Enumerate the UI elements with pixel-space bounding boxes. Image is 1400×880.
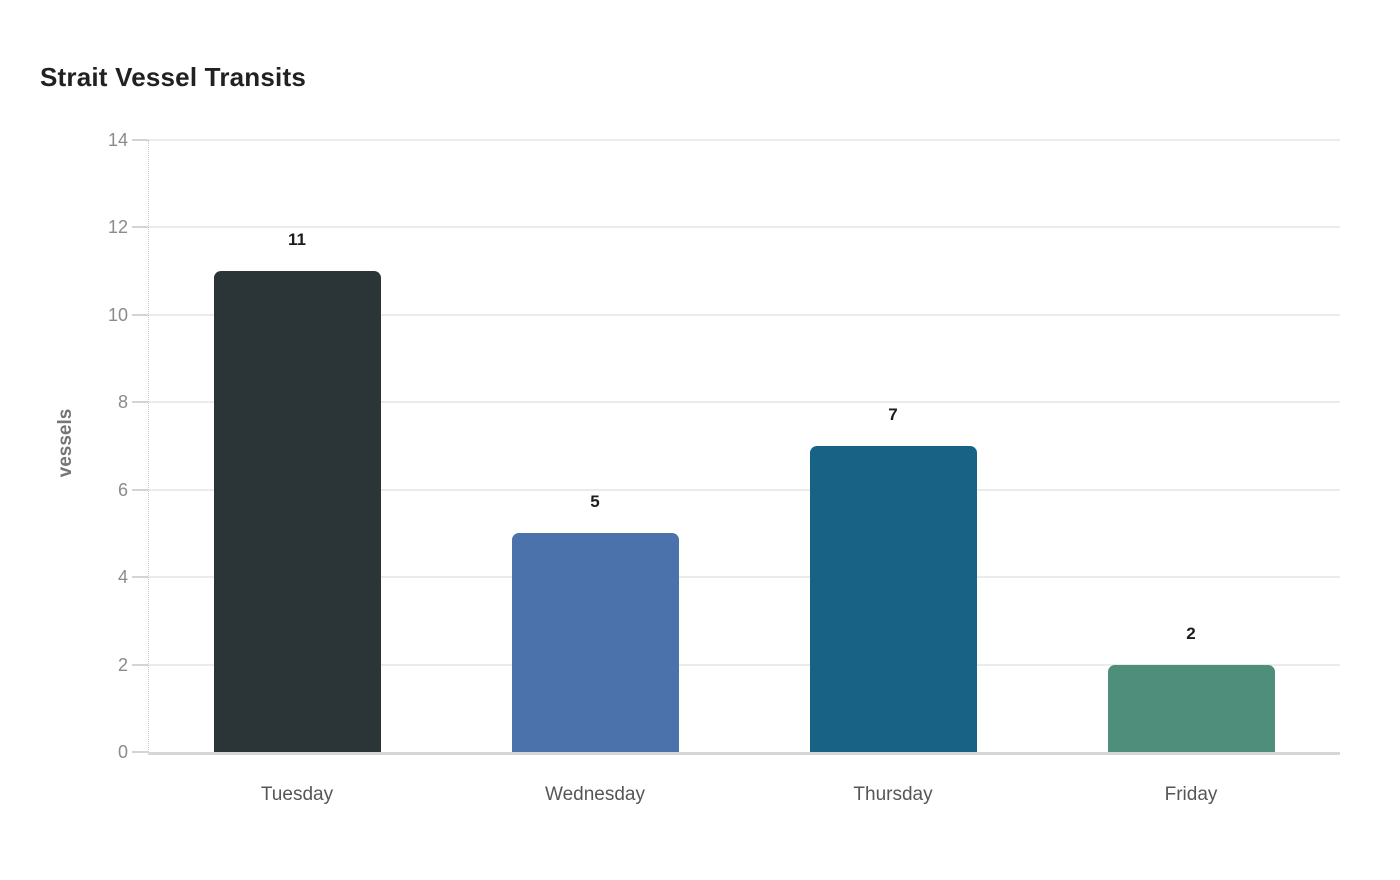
x-tick-label: Friday	[1164, 784, 1218, 805]
y-tick-label: 8	[117, 392, 128, 413]
y-tick-mark	[132, 401, 148, 404]
y-tick-mark	[132, 139, 148, 141]
gridline	[148, 401, 1340, 404]
bar-value-label: 11	[288, 230, 306, 250]
gridline	[148, 576, 1340, 579]
y-tick-label: 10	[107, 304, 128, 325]
y-tick-mark	[132, 663, 148, 666]
gridline	[148, 139, 1340, 141]
bar-value-label: 7	[888, 405, 898, 424]
gridline	[148, 488, 1340, 491]
zero-gridline	[148, 752, 1340, 755]
bar-wednesday	[511, 533, 679, 752]
gridline	[148, 226, 1340, 229]
y-tick-label: 2	[117, 654, 128, 675]
x-tick-label: Tuesday	[260, 784, 334, 805]
y-tick-label: 12	[107, 217, 128, 238]
x-tick-label: Thursday	[853, 784, 933, 805]
bar-tuesday	[213, 271, 381, 752]
y-tick-mark	[132, 576, 148, 579]
gridline	[148, 313, 1340, 316]
y-tick-label: 0	[117, 742, 128, 762]
y-tick-mark	[132, 313, 148, 316]
bar-value-label: 2	[1186, 623, 1196, 643]
y-axis-line	[148, 140, 149, 752]
bar-value-label: 5	[590, 492, 600, 512]
y-tick-label: 4	[117, 567, 128, 588]
y-tick-mark	[132, 751, 148, 753]
x-tick-label: Wednesday	[545, 784, 645, 805]
bar-friday	[1107, 664, 1275, 752]
y-tick-mark	[132, 488, 148, 491]
y-tick-label: 14	[107, 130, 128, 150]
y-tick-label: 6	[117, 479, 128, 500]
bar-thursday	[809, 446, 977, 752]
gridline	[148, 663, 1340, 666]
chart-title: Strait Vessel Transits	[40, 62, 306, 92]
y-tick-mark	[132, 226, 148, 229]
